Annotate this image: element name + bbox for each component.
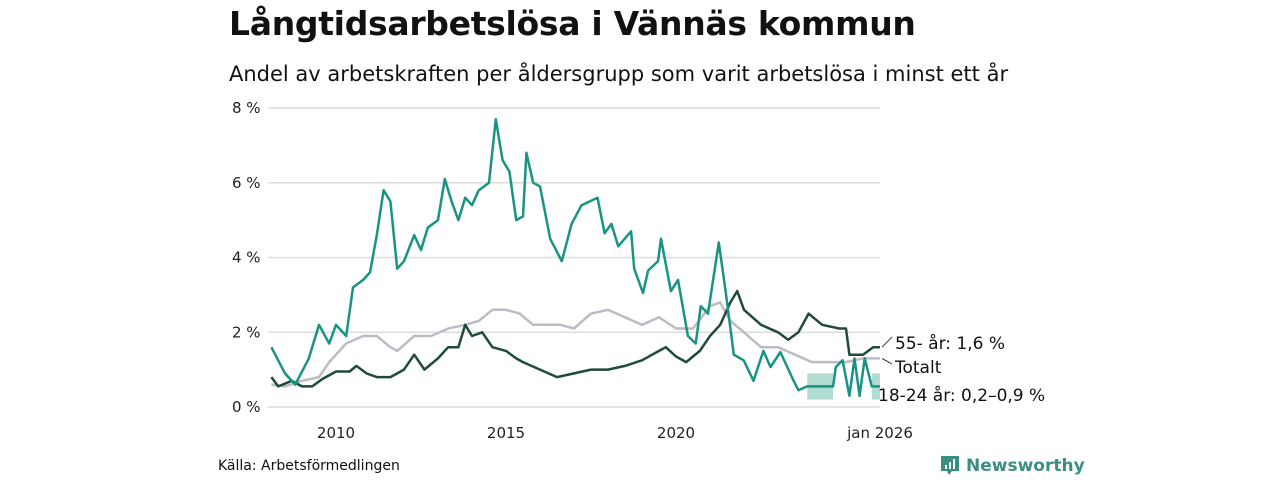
series-line-55-r <box>270 289 880 388</box>
x-tick-label: 2020 <box>657 424 695 442</box>
brand-logo[interactable]: Newsworthy <box>940 455 1085 477</box>
series-end-label: 18-24 år: 0,2–0,9 % <box>878 385 1045 406</box>
series-end-label: Totalt <box>894 358 942 378</box>
label-leader <box>881 336 893 348</box>
series-end-label: 55- år: 1,6 % <box>895 333 1005 354</box>
brand-name: Newsworthy <box>966 456 1085 476</box>
y-tick-label: 6 % <box>232 174 261 192</box>
y-tick-label: 4 % <box>232 249 261 267</box>
series-line-18-24-r <box>270 117 880 398</box>
y-tick-label: 8 % <box>232 99 261 117</box>
source-note: Källa: Arbetsförmedlingen <box>218 458 400 474</box>
y-tick-label: 0 % <box>232 398 261 416</box>
x-tick-label: 2015 <box>487 424 525 442</box>
x-tick-label: jan 2026 <box>846 424 913 442</box>
x-tick-label: 2010 <box>317 424 355 442</box>
label-leader <box>881 357 893 365</box>
chart-subtitle: Andel av arbetskraften per åldersgrupp s… <box>229 62 1009 86</box>
y-tick-label: 2 % <box>232 323 261 341</box>
chart-title: Långtidsarbetslösa i Vännäs kommun <box>229 4 916 43</box>
series-line-totalt <box>271 301 880 388</box>
newsworthy-logo-icon <box>941 456 959 475</box>
